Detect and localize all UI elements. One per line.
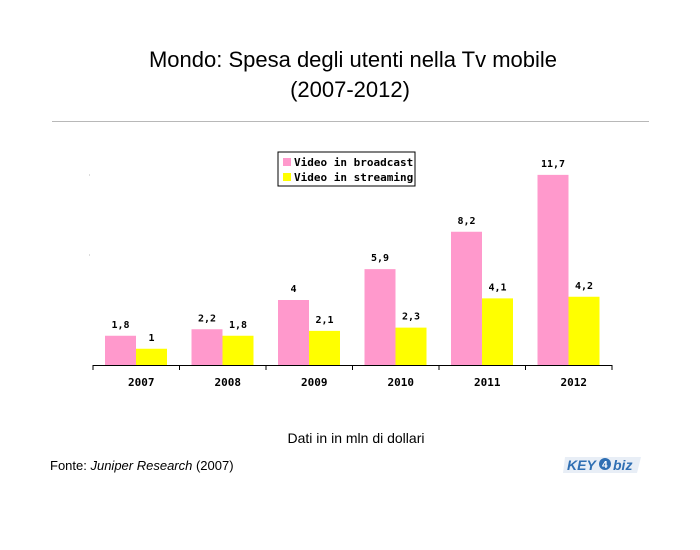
bar-streaming-2012 <box>568 296 600 365</box>
x-tick-label: 2008 <box>215 376 242 389</box>
data-label: 1,8 <box>111 320 129 331</box>
legend-swatch <box>283 158 291 166</box>
source-note: Fonte: Juniper Research (2007) <box>50 458 234 473</box>
bar-broadcast-2011 <box>451 231 482 365</box>
x-tick-label: 2012 <box>561 376 588 389</box>
data-label: 1,8 <box>229 320 247 331</box>
x-tick-label: 2007 <box>128 376 155 389</box>
data-label: 1 <box>148 333 154 344</box>
chart-units-note: Dati in in mln di dollari <box>287 430 425 446</box>
bar-streaming-2008 <box>222 335 254 365</box>
data-label: 8,2 <box>457 216 475 227</box>
data-label: 2,3 <box>402 312 420 323</box>
svg-text:4: 4 <box>602 460 608 471</box>
bar-broadcast-2010 <box>364 269 396 365</box>
x-tick-label: 2009 <box>301 376 328 389</box>
bar-broadcast-2007 <box>105 335 136 365</box>
source-name: Juniper Research <box>90 458 193 473</box>
x-tick-label: 2011 <box>474 376 501 389</box>
legend-box <box>277 151 416 187</box>
data-label: 4 <box>290 284 296 295</box>
bar-chart: 1,8 1 2007 2,2 1,8 2008 4 2,1 2009 5,9 2,3 2010 8,2 4… <box>89 151 613 389</box>
legend-label: Video in streaming <box>294 171 413 184</box>
data-label: 4,2 <box>575 281 593 292</box>
bar-streaming-2011 <box>482 298 513 365</box>
bar-broadcast-2012 <box>537 174 569 365</box>
x-tick-label: 2010 <box>388 376 415 389</box>
bar-streaming-2010 <box>395 327 427 365</box>
key4biz-logo: KEY 4 biz <box>563 457 641 473</box>
chart-title-years: (2007-2012) <box>290 77 410 102</box>
data-label: 2,2 <box>198 313 216 324</box>
source-suffix: (2007) <box>192 458 234 473</box>
source-prefix: Fonte: <box>50 458 91 473</box>
bar-broadcast-2008 <box>191 329 223 365</box>
data-label: 4,1 <box>488 282 506 293</box>
legend-swatch <box>283 173 291 181</box>
svg-text:KEY: KEY <box>567 457 597 473</box>
bar-broadcast-2009 <box>278 300 309 365</box>
data-label: 11,7 <box>541 159 565 170</box>
legend-label: Video in broadcast <box>294 156 413 169</box>
data-label: 5,9 <box>371 253 389 264</box>
title-divider <box>52 121 649 122</box>
bar-streaming-2009 <box>309 330 340 365</box>
chart-title: Mondo: Spesa degli utenti nella Tv mobil… <box>148 47 558 72</box>
bar-streaming-2007 <box>136 348 167 365</box>
data-label: 2,1 <box>315 315 333 326</box>
svg-text:biz: biz <box>613 457 632 473</box>
